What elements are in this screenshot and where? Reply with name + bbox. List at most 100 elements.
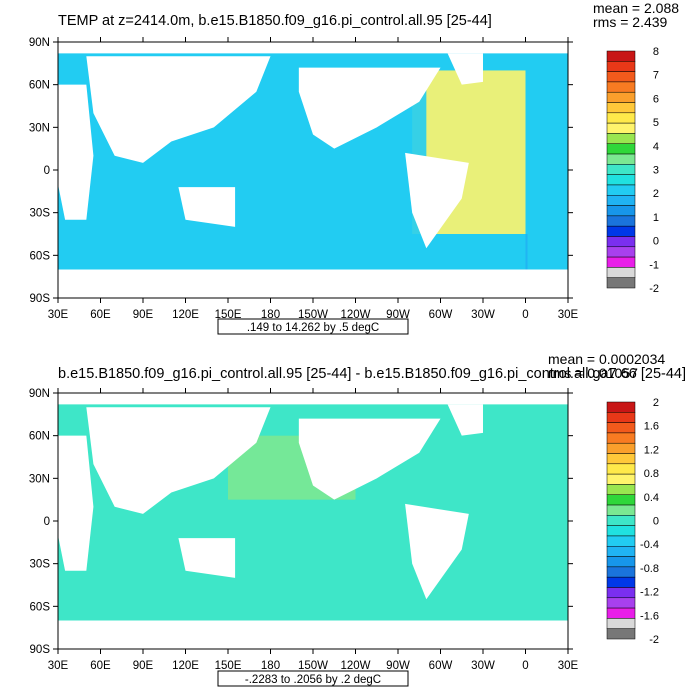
colorbar-cell (606, 473, 636, 485)
colorbar-cell (606, 556, 636, 568)
lat-tick-label: 90S (30, 293, 51, 305)
lat-tick-label: 30N (29, 473, 50, 485)
range-label: -.2283 to .2056 by .2 degC (245, 674, 381, 686)
colorbar-cell (606, 484, 636, 495)
lat-tick-label: 30S (30, 208, 51, 220)
landmass-2 (178, 538, 236, 578)
panel-1: 30E 60E 90E 120E 150E 180 150W 120W 90W 60W 30W 0 30… (29, 37, 659, 335)
colorbar-cell (606, 494, 636, 506)
colorbar-cell (606, 225, 636, 237)
lon-tick-label: 90W (386, 309, 410, 321)
lat-tick-label: 90N (29, 388, 50, 400)
colorbar-label: -0.8 (640, 563, 659, 575)
lon-tick-label: 30W (471, 660, 495, 672)
lon-tick-label: 90W (386, 660, 410, 672)
lon-tick-label: 30E (48, 660, 69, 672)
landmass-4 (405, 503, 469, 600)
landmass-1 (86, 56, 271, 163)
panel2-rms: rms = 0.01057 (548, 365, 638, 381)
colorbar-cell (606, 133, 636, 144)
colorbar-label: -1 (649, 259, 659, 271)
colorbar-label: -0.4 (640, 539, 659, 551)
colorbar-cell (606, 215, 636, 227)
colorbar-cell (606, 81, 636, 93)
lat-tick-label: 60S (30, 250, 51, 262)
colorbar-label: 4 (653, 141, 659, 153)
colorbar-label: 0.8 (644, 468, 659, 480)
colorbar-cell (606, 164, 636, 175)
colorbar-label: 7 (653, 70, 659, 82)
colorbar-label: 1.2 (644, 444, 659, 456)
colorbar-cell (606, 184, 636, 196)
colorbar-cell (606, 412, 636, 423)
colorbar-cell (606, 236, 636, 248)
colorbar-cell (606, 122, 636, 134)
panel2-mean: mean = 0.0002034 (548, 351, 666, 367)
colorbar-label: 0 (653, 236, 659, 248)
colorbar-label: 2 (653, 397, 659, 409)
colorbar-cell (606, 504, 636, 516)
colorbar-cell (606, 91, 636, 103)
lon-tick-label: 0 (522, 309, 528, 321)
colorbar-label: 6 (653, 93, 659, 105)
colorbar-cell (606, 71, 636, 83)
landmass-0 (58, 84, 94, 220)
colorbar-cell (606, 576, 636, 588)
landmass-4 (405, 152, 469, 249)
colorbar-cell (606, 546, 636, 557)
panel1-mean: mean = 2.088 (593, 0, 680, 16)
colorbar-label: -1.6 (640, 610, 659, 622)
colorbar-cell (606, 256, 636, 268)
range-label: .149 to 14.262 by .5 degC (247, 322, 379, 334)
lon-tick-label: 60W (429, 660, 453, 672)
panel1-title: TEMP at z=2414.0m, b.e15.B1850.f09_g16.p… (58, 13, 492, 29)
lon-tick-label: 180 (261, 660, 280, 672)
lon-tick-label: 30E (558, 309, 579, 321)
panel-2: 30E 60E 90E 120E 150E 180 150W 120W 90W 60W 30W 0 30… (29, 388, 659, 687)
colorbar-label: -1.2 (640, 587, 659, 599)
colorbar-label: 1 (653, 212, 659, 224)
colorbar-cell (606, 112, 636, 124)
colorbar-cell (606, 246, 636, 258)
lon-tick-label: 150E (215, 309, 242, 321)
landmass-6 (58, 269, 568, 298)
colorbar-cell (606, 195, 636, 206)
colorbar-cell (606, 61, 636, 72)
landmass-2 (178, 187, 236, 227)
colorbar-label: -2 (649, 283, 659, 295)
landmass-5 (447, 404, 483, 436)
colorbar-label: 5 (653, 117, 659, 129)
lat-tick-label: 0 (44, 516, 50, 528)
lat-tick-label: 60N (29, 431, 50, 443)
colorbar-cell (606, 566, 636, 578)
colorbar-label: 0.4 (644, 492, 659, 504)
landmass-7 (58, 393, 568, 405)
range-box (217, 318, 409, 335)
colorbar-cell (606, 453, 636, 465)
colorbar-cell (606, 432, 636, 444)
lon-tick-label: 60E (90, 309, 111, 321)
colorbar-cell (606, 50, 636, 62)
colorbar-cell (606, 525, 636, 537)
colorbar-cell (606, 618, 636, 629)
lat-tick-label: 30N (29, 122, 50, 134)
colorbar-label: 8 (653, 46, 659, 58)
colorbar-cell (606, 205, 636, 217)
landmass-3 (298, 67, 441, 149)
landmass-7 (58, 42, 568, 54)
lon-tick-label: 30W (471, 309, 495, 321)
lon-tick-label: 30E (558, 660, 579, 672)
colorbar-cell (606, 607, 636, 619)
lon-tick-label: 120E (172, 660, 199, 672)
lat-tick-label: 60S (30, 601, 51, 613)
colorbar-label: 2 (653, 188, 659, 200)
colorbar-cell (606, 515, 636, 526)
lon-tick-label: 60E (90, 660, 111, 672)
colorbar-cell (606, 277, 636, 289)
lon-tick-label: 60W (429, 309, 453, 321)
colorbar-label: 1.6 (644, 421, 659, 433)
colorbar-cell (606, 442, 636, 454)
lon-tick-label: 90E (133, 309, 154, 321)
lon-tick-label: 30E (48, 309, 69, 321)
